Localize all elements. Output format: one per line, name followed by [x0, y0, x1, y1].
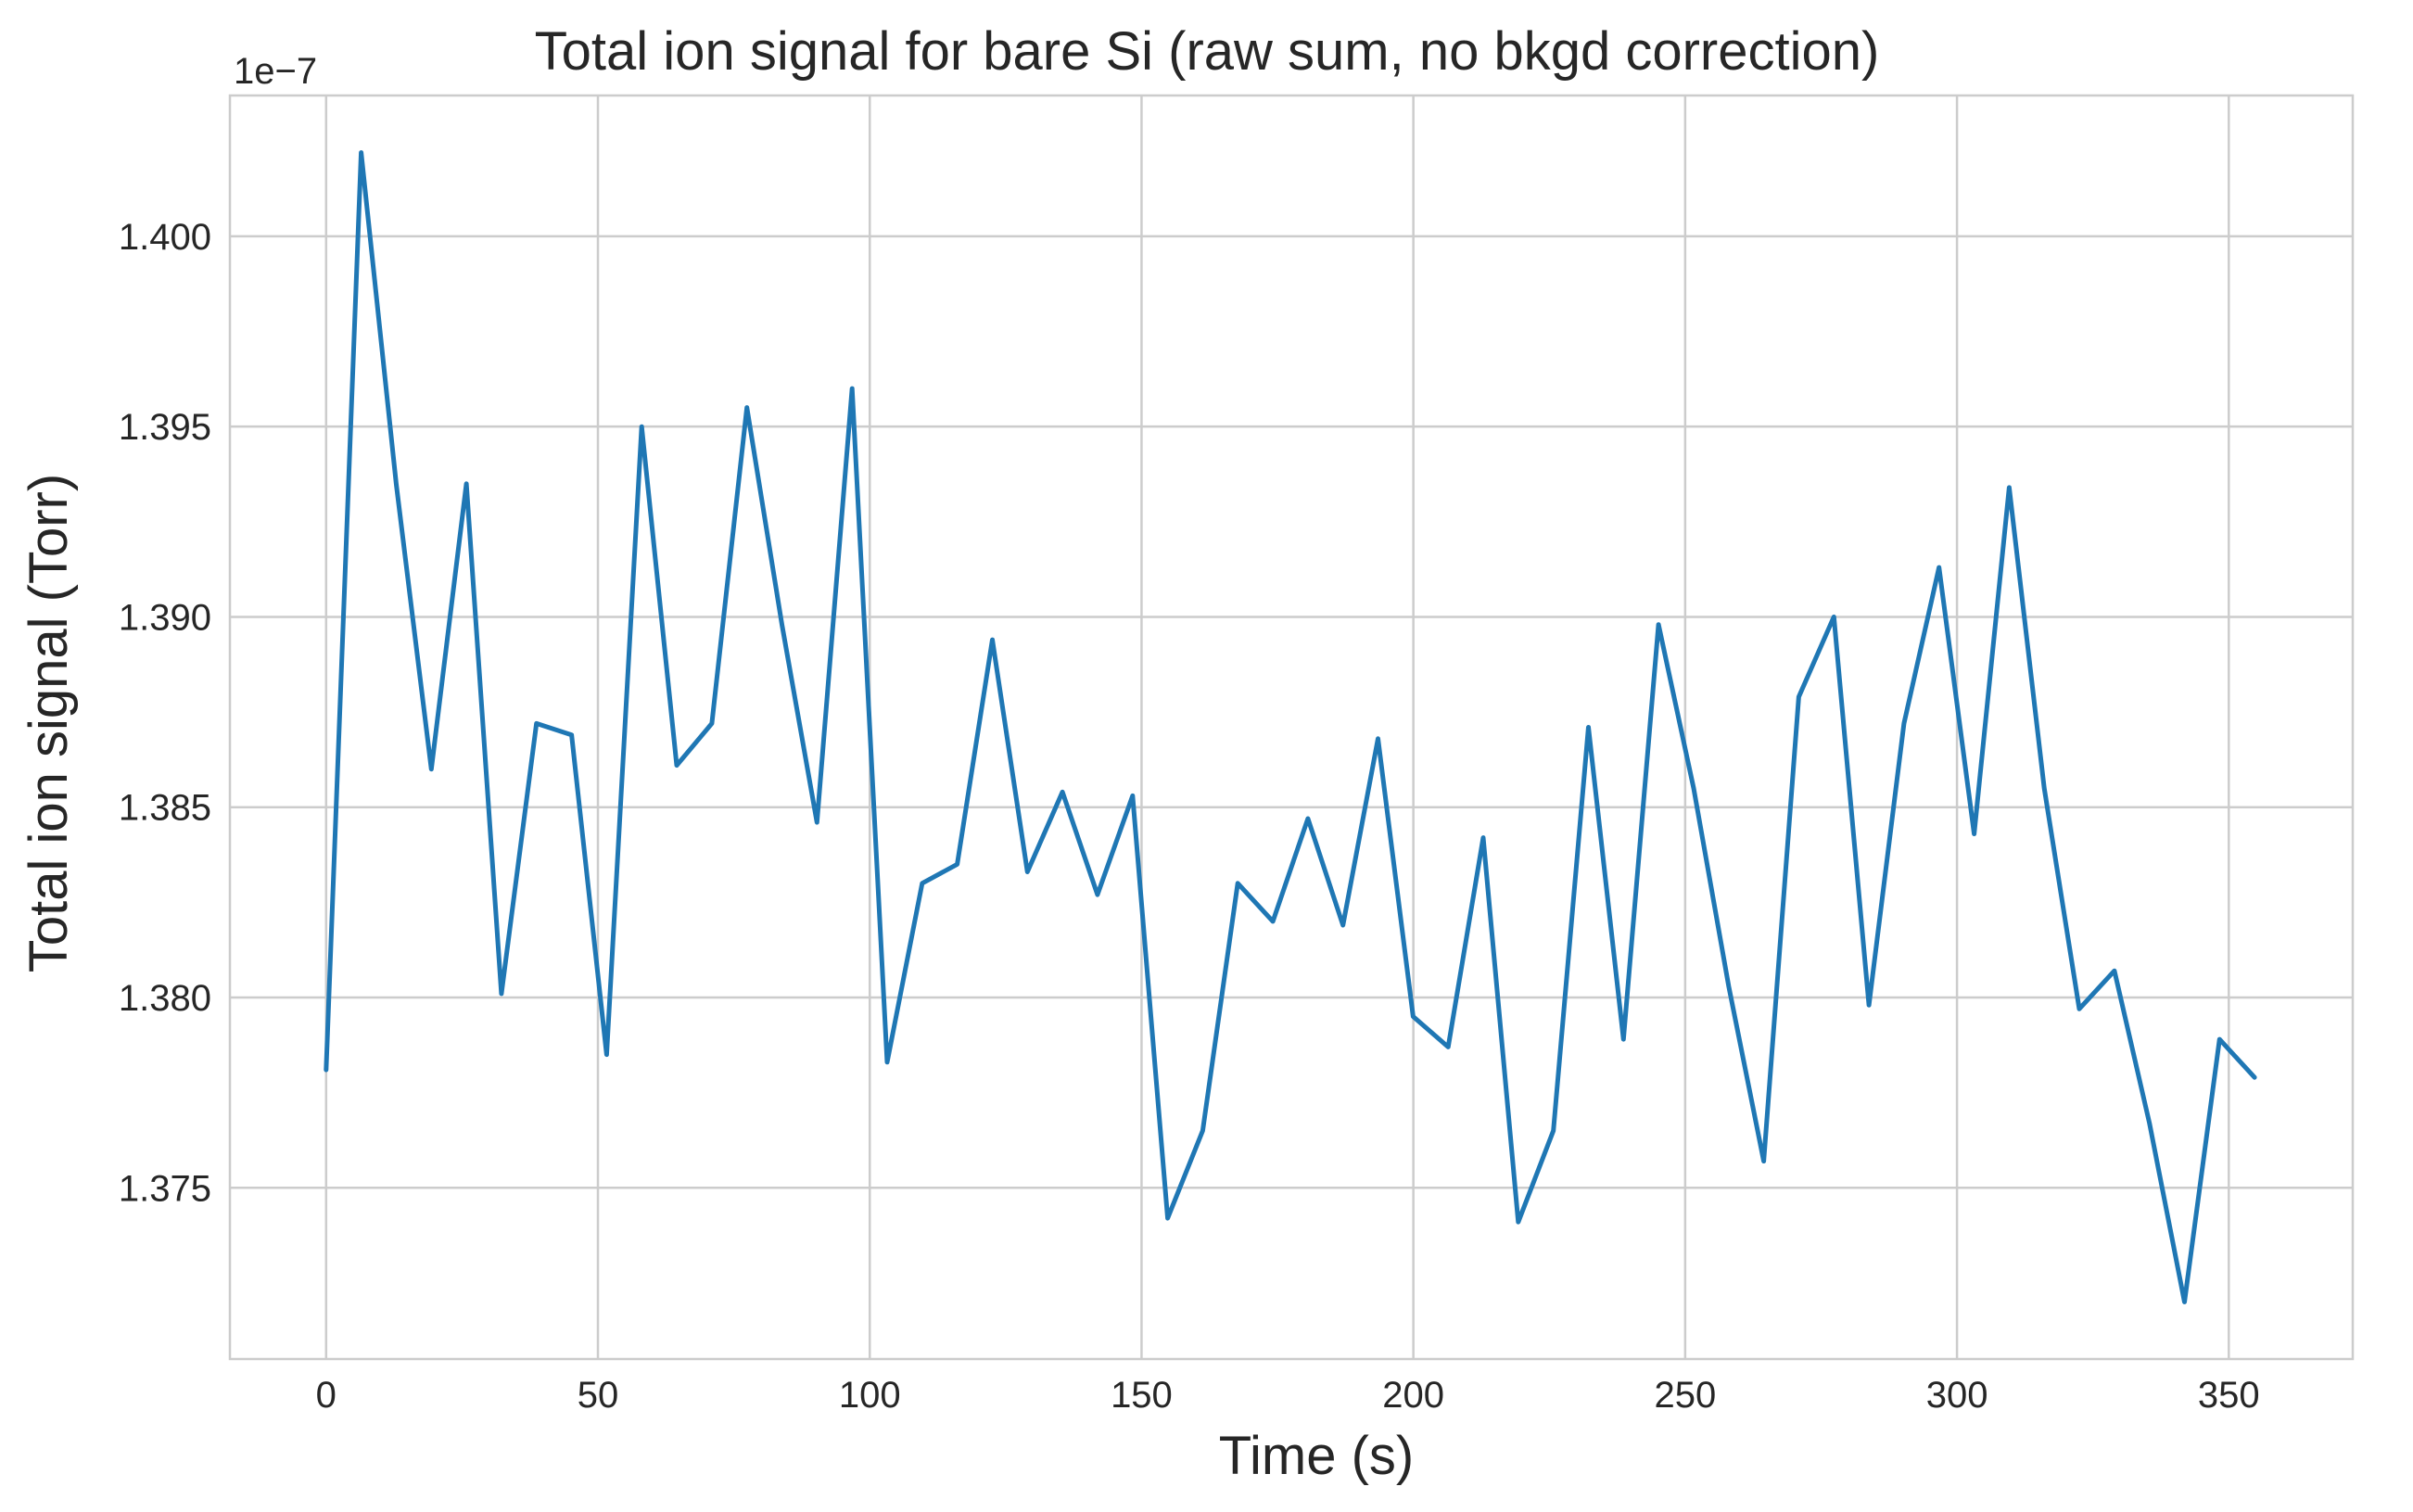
x-tick-label: 200: [1382, 1375, 1444, 1416]
x-axis-label: Time (s): [1219, 1426, 1414, 1486]
x-tick-label: 350: [2198, 1375, 2260, 1416]
x-tick-label: 0: [316, 1375, 337, 1416]
y-tick-label: 1.390: [119, 597, 211, 638]
plot-area-frame: [228, 94, 2355, 1361]
x-tick-label: 300: [1926, 1375, 1988, 1416]
y-axis-offset-label: 1e−7: [234, 51, 317, 92]
series-layer: [324, 150, 2257, 1304]
x-tick-label: 50: [578, 1375, 619, 1416]
y-tick-labels: 1.375 1.380 1.385 1.390 1.395 1.400: [119, 217, 211, 1209]
x-tick-labels: 0 50 100 150 200 250 300 350: [316, 1375, 2260, 1416]
y-tick-label: 1.385: [119, 788, 211, 829]
y-gridlines: [230, 235, 2353, 1189]
x-tick-label: 150: [1111, 1375, 1173, 1416]
series-line: [324, 150, 2257, 1304]
x-tick-label: 250: [1654, 1375, 1716, 1416]
x-gridlines: [324, 95, 2230, 1359]
y-axis-label: Total ion signal (Torr): [19, 474, 79, 972]
y-tick-label: 1.395: [119, 407, 211, 448]
y-tick-label: 1.375: [119, 1168, 211, 1209]
y-tick-label: 1.380: [119, 978, 211, 1019]
y-tick-label: 1.400: [119, 217, 211, 258]
x-tick-label: 100: [839, 1375, 901, 1416]
chart-title: Total ion signal for bare Si (raw sum, n…: [535, 21, 1880, 82]
